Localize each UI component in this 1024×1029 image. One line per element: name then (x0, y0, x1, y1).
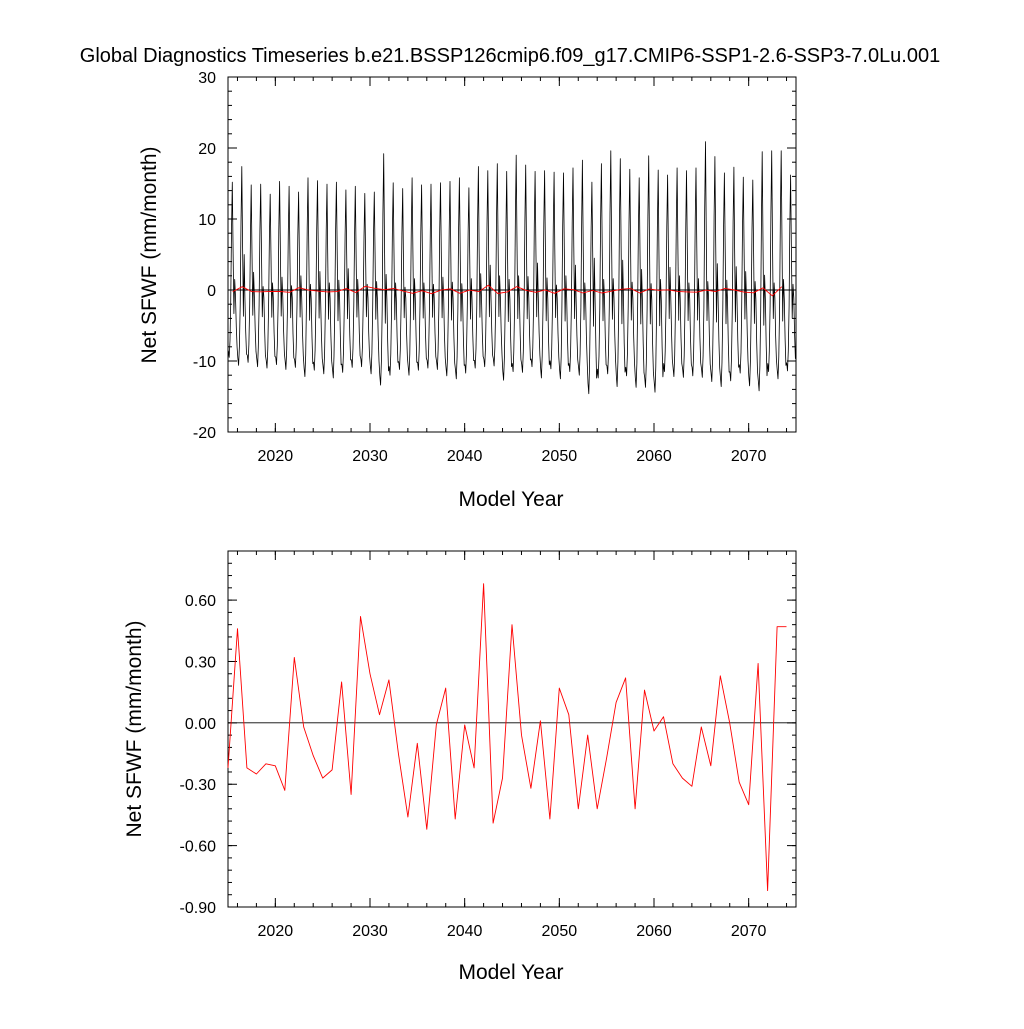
y-tick-label: 0.60 (185, 593, 216, 610)
y-tick-label: -20 (193, 425, 216, 442)
x-tick-label: 2020 (258, 448, 294, 465)
y-tick-label: -10 (193, 354, 216, 371)
x-tick-label: 2030 (352, 448, 388, 465)
x-tick-label: 2020 (258, 923, 294, 940)
top-panel: Model Year Net SFWF (mm/month) 2020 2030 2… (138, 70, 797, 511)
bottom-panel: Model Year Net SFWF (mm/month) 2020 2030 2… (123, 550, 797, 984)
x-tick-label: 2040 (447, 923, 483, 940)
top-x-axis-label: Model Year (458, 488, 563, 511)
y-tick-label: 20 (198, 141, 216, 158)
plot-frame (227, 550, 797, 908)
y-tick-label: -0.30 (180, 777, 217, 794)
y-tick-label: 10 (198, 212, 216, 229)
y-tick-label: 0 (207, 283, 216, 300)
x-tick-label: 2050 (542, 448, 578, 465)
x-tick-label: 2060 (636, 923, 672, 940)
x-tick-label: 2070 (731, 448, 767, 465)
top-y-axis-label: Net SFWF (mm/month) (138, 146, 161, 363)
y-tick-label: -0.90 (180, 900, 217, 917)
y-tick-label: 0.30 (185, 654, 216, 671)
y-tick-label: -0.60 (180, 839, 217, 856)
monthly-series-line (228, 141, 796, 395)
x-tick-label: 2070 (731, 923, 767, 940)
bottom-x-axis-label: Model Year (458, 961, 563, 984)
y-tick-label: 0.00 (185, 716, 216, 733)
y-tick-label: 30 (198, 70, 216, 87)
annual-mean-line (232, 284, 783, 297)
x-tick-label: 2060 (636, 448, 672, 465)
plot-frame (227, 76, 797, 433)
x-tick-label: 2040 (447, 448, 483, 465)
series-line (227, 583, 787, 892)
figure-title: Global Diagnostics Timeseries b.e21.BSSP… (80, 45, 940, 67)
x-tick-label: 2050 (542, 923, 578, 940)
x-tick-label: 2030 (352, 923, 388, 940)
bottom-y-axis-label: Net SFWF (mm/month) (123, 620, 146, 837)
